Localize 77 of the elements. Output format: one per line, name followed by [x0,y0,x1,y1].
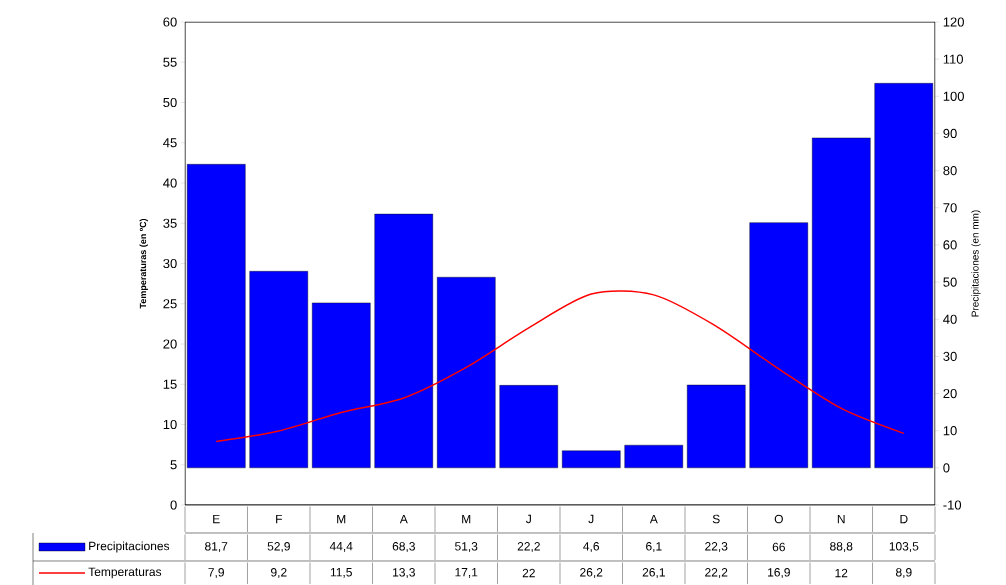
x-tick-label: S [712,514,720,524]
y-tick-label: 40 [163,178,177,188]
x-tick-label: N [837,514,845,523]
x-tick-label: F [276,514,282,523]
data-label: 13,3 [393,567,415,578]
bar [624,444,684,468]
data-label: 26,2 [580,567,603,578]
y-tick-label: 35 [163,218,177,228]
data-label: 9,2 [271,567,287,578]
bar [812,137,871,468]
bar [562,450,621,468]
y-tick-label: 55 [163,57,177,67]
y-tick-label: 25 [163,299,177,309]
y2-tick-label: 70 [943,203,957,213]
y-axis-title: Temperaturas (en ºC) [139,218,148,309]
y-tick-label: 30 [163,258,177,268]
x-tick-label: E [213,514,220,523]
y2-tick-label: 80 [943,165,957,176]
data-label: 81,7 [205,541,228,552]
y-tick-label: 15 [163,379,177,389]
y2-tick-label: 20 [943,388,957,399]
y-tick-label: 20 [163,339,177,349]
data-label: 7,9 [208,567,224,578]
y-tick-label: 60 [163,17,177,27]
data-label: 17,1 [455,567,478,578]
x-tick-label: J [525,514,531,524]
y2-tick-label: 10 [943,425,957,436]
data-label: 26,1 [642,567,665,578]
bar [312,302,371,468]
data-label: 68,3 [392,541,415,552]
y-tick-label: 45 [163,138,177,148]
bar [374,213,433,468]
x-tick-label: M [337,514,346,523]
data-label: 88,8 [830,541,853,552]
bar [749,222,809,468]
y2-tick-label: 110 [943,54,963,64]
data-label: 22,3 [705,541,728,552]
y-tick-label: 10 [163,419,177,429]
data-label: 12 [835,568,848,578]
data-label: 11,5 [330,567,352,578]
bar [499,385,559,468]
bar [687,384,746,468]
x-tick-label: A [399,514,408,523]
legend-label: Temperaturas [88,567,162,579]
y2-tick-label: 0 [943,463,950,473]
data-label: 66 [772,542,785,552]
bar [249,270,308,468]
data-label: 103,5 [889,541,919,552]
x-tick-label: A [649,514,658,523]
bar [437,276,496,468]
x-tick-label: D [900,514,908,523]
data-label: 8,9 [895,567,912,578]
data-label: 22,2 [705,567,728,578]
x-tick-label: M [462,514,471,523]
y-tick-label: 0 [170,500,177,510]
y2-tick-label: 90 [943,128,957,138]
data-label: 4,6 [583,541,600,552]
y2-tick-label: 60 [943,240,957,250]
legend-label: Precipitaciones [89,541,170,553]
y2-tick-label: 50 [943,277,957,287]
y2-tick-label: 100 [943,91,964,101]
x-tick-label: O [774,514,783,524]
data-label: 22,2 [517,541,540,552]
y2-axis-title: Precipitaciones (en mm) [971,210,981,317]
data-label: 51,3 [455,541,478,552]
data-label: 16,9 [768,567,790,578]
y-tick-label: 50 [163,97,177,107]
y2-tick-label: 120 [943,17,964,27]
data-label: 44,4 [329,541,353,552]
y2-tick-label: -10 [943,500,962,510]
y-tick-label: 5 [170,460,177,470]
data-label: 52,9 [267,541,290,552]
x-tick-label: J [588,514,594,524]
y2-tick-label: 30 [943,351,957,361]
y2-tick-label: 40 [943,314,957,324]
data-label: 22 [522,568,535,578]
data-label: 6,1 [646,541,662,552]
